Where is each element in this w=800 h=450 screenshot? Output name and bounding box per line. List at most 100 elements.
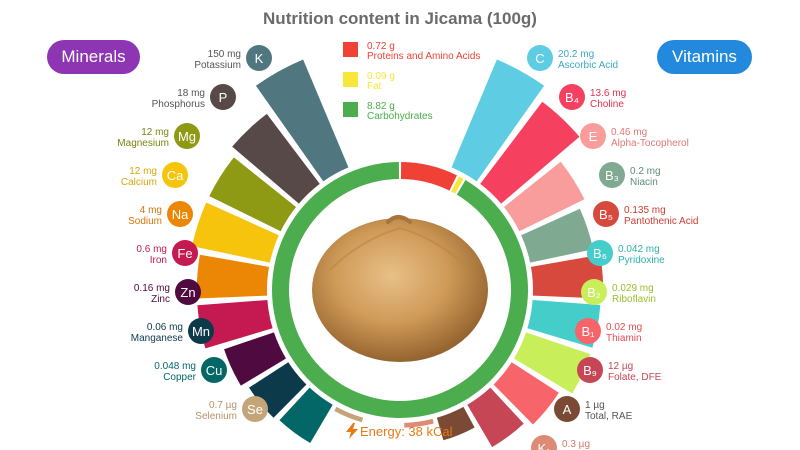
vitamin-bar-niacin bbox=[521, 208, 594, 263]
mineral-name: Iron bbox=[150, 255, 167, 266]
page-title: Nutrition content in Jicama (100g) bbox=[263, 9, 537, 28]
mineral-name: Zinc bbox=[151, 294, 170, 305]
mineral-name: Potassium bbox=[194, 60, 241, 71]
legend-label: Carbohydrates bbox=[367, 111, 433, 122]
energy-value: Energy: 38 kCal bbox=[360, 424, 453, 439]
mineral-symbol: Na bbox=[172, 207, 189, 222]
vitamin-amount: 12 µg bbox=[608, 361, 633, 372]
minerals-pill: Minerals bbox=[47, 40, 140, 74]
mineral-name: Magnesium bbox=[117, 138, 169, 149]
mineral-symbol-circle bbox=[246, 45, 272, 71]
vitamin-amount: 0.46 mg bbox=[611, 127, 647, 138]
vitamin-symbol: B₅ bbox=[599, 207, 613, 222]
vitamin-bar-ascorbic-acid bbox=[451, 59, 545, 182]
mineral-bar-sodium bbox=[196, 254, 270, 299]
vitamin-symbol: B₉ bbox=[583, 363, 597, 378]
vitamin-amount: 1 µg bbox=[585, 400, 605, 411]
energy-label: Energy: 38 kCal bbox=[346, 423, 453, 439]
mineral-symbol-circle bbox=[172, 240, 198, 266]
mineral-bar-iron bbox=[197, 299, 273, 349]
vitamin-amount: 13.6 mg bbox=[590, 88, 626, 99]
mineral-symbol-circle bbox=[175, 279, 201, 305]
vitamin-bar-thiamin bbox=[493, 362, 559, 425]
vitamin-name: Alpha-Tocopherol bbox=[611, 138, 689, 149]
mineral-symbol: Cu bbox=[206, 363, 223, 378]
macro-ring bbox=[272, 162, 528, 419]
vitamin-symbol-circle bbox=[577, 357, 603, 383]
mineral-symbol: P bbox=[219, 90, 228, 105]
mineral-symbol: Ca bbox=[167, 168, 184, 183]
vitamin-symbol-circle bbox=[599, 162, 625, 188]
vitamin-amount: 0.042 mg bbox=[618, 244, 660, 255]
mineral-bar-magnesium bbox=[209, 157, 297, 232]
vitamin-label-phylloquinone: K₁0.3 µgPhylloquinone bbox=[531, 435, 590, 450]
radial-bars bbox=[192, 59, 604, 448]
vitamin-symbol: B₂ bbox=[587, 285, 601, 300]
mineral-bar-zinc bbox=[224, 332, 286, 386]
vitamin-symbol-circle bbox=[581, 279, 607, 305]
mineral-name: Selenium bbox=[195, 411, 237, 422]
mineral-symbol-circle bbox=[242, 396, 268, 422]
mineral-bar-calcium bbox=[192, 202, 279, 263]
legend-amount: 0.09 g bbox=[367, 71, 395, 82]
macro-arc-proteins-and-amino-acids bbox=[400, 162, 457, 191]
mineral-amount: 0.048 mg bbox=[154, 361, 196, 372]
vitamins-pill: Vitamins bbox=[657, 40, 752, 74]
vitamin-symbol-circle bbox=[527, 45, 553, 71]
vitamin-symbol: A bbox=[563, 402, 572, 417]
legend-amount: 8.82 g bbox=[367, 101, 395, 112]
vitamin-name: Ascorbic Acid bbox=[558, 60, 618, 71]
vitamin-amount: 0.135 mg bbox=[624, 205, 666, 216]
mineral-amount: 12 mg bbox=[129, 166, 157, 177]
vitamin-name: Niacin bbox=[630, 177, 658, 188]
legend-amount: 0.72 g bbox=[367, 41, 395, 52]
vitamin-bar-alpha-tocopherol bbox=[503, 161, 585, 232]
vitamin-symbol-circle bbox=[531, 435, 557, 450]
vitamin-symbol-circle bbox=[575, 318, 601, 344]
legend-label: Fat bbox=[367, 81, 382, 92]
mineral-symbol: Se bbox=[247, 402, 263, 417]
mineral-name: Manganese bbox=[131, 333, 184, 344]
mineral-symbol-circle bbox=[201, 357, 227, 383]
vitamin-amount: 0.029 mg bbox=[612, 283, 654, 294]
mineral-amount: 4 mg bbox=[140, 205, 162, 216]
vitamin-symbol: B₁ bbox=[581, 324, 595, 339]
vitamin-symbol-circle bbox=[554, 396, 580, 422]
mineral-amount: 18 mg bbox=[177, 88, 205, 99]
legend-label: Proteins and Amino Acids bbox=[367, 51, 480, 62]
vitamin-name: Choline bbox=[590, 99, 624, 110]
lightning-icon bbox=[346, 423, 358, 439]
vitamin-amount: 0.2 mg bbox=[630, 166, 661, 177]
vitamin-name: Pantothenic Acid bbox=[624, 216, 699, 227]
mineral-name: Phosphorus bbox=[152, 99, 205, 110]
vitamin-symbol: C bbox=[535, 51, 544, 66]
vitamin-symbol: K₁ bbox=[537, 441, 551, 450]
vitamin-amount: 0.02 mg bbox=[606, 322, 642, 333]
mineral-name: Copper bbox=[163, 372, 196, 383]
mineral-symbol-circle bbox=[188, 318, 214, 344]
vitamin-amount: 0.3 µg bbox=[562, 439, 590, 450]
mineral-bar-selenium bbox=[334, 406, 364, 423]
mineral-symbol: Zn bbox=[180, 285, 195, 300]
vitamin-name: Thiamin bbox=[606, 333, 642, 344]
mineral-symbol-circle bbox=[167, 201, 193, 227]
mineral-bar-phosphorus bbox=[232, 113, 320, 204]
vitamin-name: Total, RAE bbox=[585, 411, 633, 422]
mineral-symbol: Mg bbox=[178, 129, 196, 144]
